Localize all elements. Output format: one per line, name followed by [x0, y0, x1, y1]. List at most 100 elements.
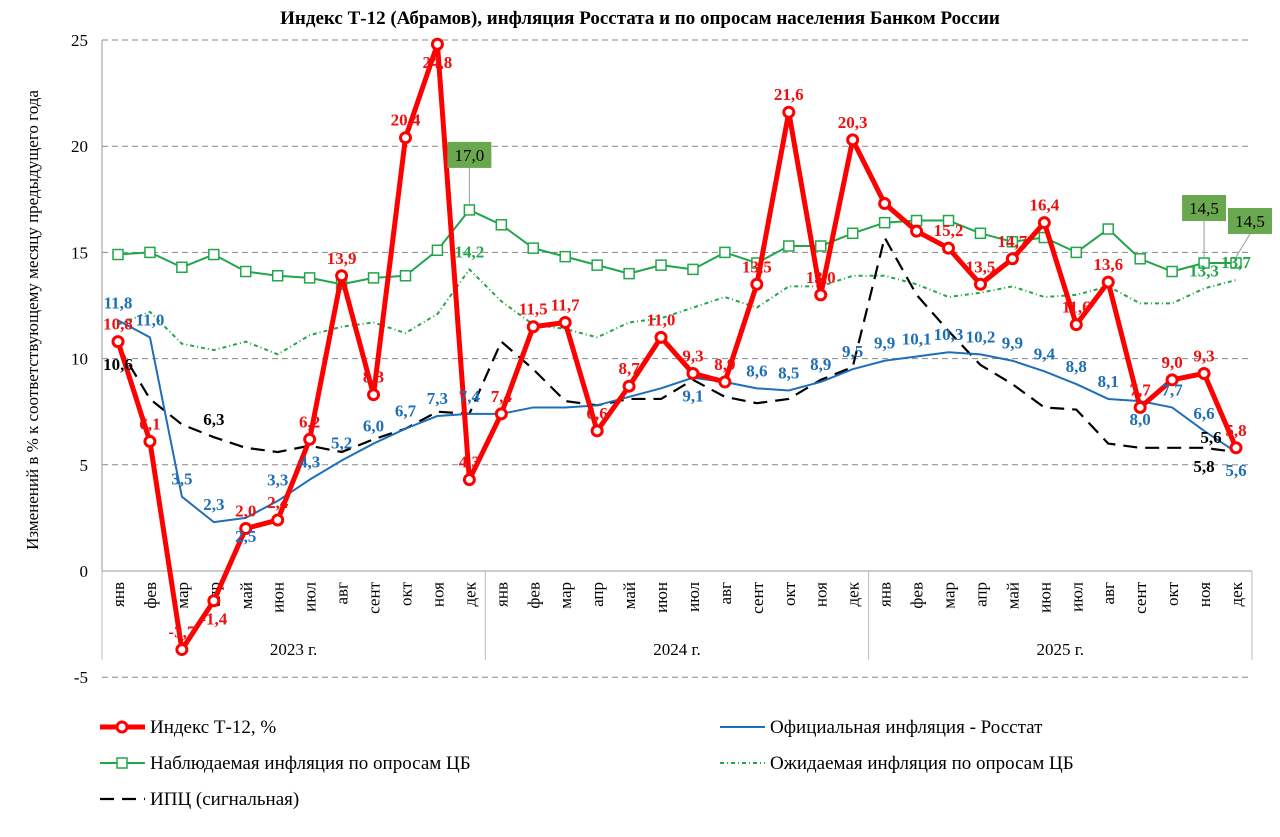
data-label: 10,3: [934, 325, 964, 344]
data-point: [846, 227, 859, 240]
x-tick-label: фев: [141, 582, 160, 609]
data-point: [974, 227, 987, 240]
data-point: [783, 240, 795, 252]
x-tick-label: фев: [908, 582, 927, 609]
y-tick-label: 0: [80, 562, 89, 581]
data-label: 6,0: [363, 417, 384, 436]
x-tick-label: июл: [301, 581, 320, 611]
data-label: 4,3: [459, 453, 480, 472]
x-tick-label: июн: [652, 582, 671, 613]
x-tick-label: авг: [333, 582, 352, 605]
data-label: 10,1: [902, 329, 932, 348]
data-point: [367, 272, 380, 284]
data-label: 6,6: [587, 404, 608, 423]
data-point: [430, 37, 444, 51]
data-point: [878, 197, 892, 211]
x-tick-label: мар: [940, 582, 959, 609]
data-label: 8,1: [1098, 372, 1119, 391]
data-label: 5,6: [1225, 461, 1246, 480]
data-label: 14,5: [1189, 199, 1219, 218]
data-label: 7,3: [427, 389, 448, 408]
y-tick-label: 10: [71, 350, 88, 369]
data-point: [1102, 223, 1114, 235]
data-label: 3,3: [267, 470, 288, 489]
data-label: 4,3: [299, 453, 320, 472]
x-tick-label: дек: [460, 581, 479, 606]
data-point: [399, 270, 412, 282]
x-tick-label: янв: [876, 582, 895, 607]
x-tick-label: сент: [1131, 581, 1150, 613]
y-tick-label: 5: [80, 456, 89, 475]
data-point: [814, 288, 828, 302]
data-label: 9,3: [1193, 346, 1214, 365]
data-label: 20,4: [391, 111, 421, 130]
data-point: [1165, 373, 1179, 387]
data-label: 8,9: [810, 355, 831, 374]
y-tick-label: 15: [71, 243, 88, 262]
data-label: 10,8: [103, 315, 133, 334]
series-line: [117, 236, 1237, 454]
x-tick-label: авг: [1099, 582, 1118, 605]
data-label: 6,6: [1193, 404, 1214, 423]
data-point: [335, 269, 349, 283]
data-label: 17,0: [454, 146, 484, 165]
x-tick-label: июл: [684, 581, 703, 611]
data-label: 9,3: [682, 346, 703, 365]
leader-line: [1235, 233, 1251, 258]
data-point: [718, 375, 732, 389]
data-point: [1069, 318, 1083, 332]
data-label: 6,1: [139, 414, 160, 433]
data-point: [1037, 216, 1051, 230]
data-label: 11,7: [551, 295, 580, 314]
data-point: [559, 250, 571, 263]
data-point: [1006, 236, 1019, 248]
data-label: -3,7: [168, 623, 195, 642]
x-tick-label: сент: [365, 581, 384, 613]
data-label: 16,4: [1029, 196, 1059, 215]
data-point: [558, 315, 572, 329]
data-label: 8,0: [1130, 410, 1151, 429]
x-tick-label: апр: [588, 582, 607, 607]
data-label: 14,2: [454, 242, 484, 261]
data-label: 14,7: [998, 232, 1028, 251]
data-label: 8,8: [1066, 357, 1087, 376]
data-label: 9,1: [682, 387, 703, 406]
data-point: [1230, 257, 1242, 269]
data-label: 13,9: [327, 249, 357, 268]
data-point: [271, 513, 285, 527]
x-tick-label: окт: [396, 581, 415, 606]
data-label: 7,7: [1161, 380, 1183, 399]
data-label-box: [1182, 195, 1227, 222]
x-tick-label: дек: [1227, 581, 1246, 606]
data-point: [591, 259, 603, 271]
data-point: [686, 366, 700, 380]
data-label: 9,9: [874, 334, 895, 353]
data-label: 7,4: [491, 387, 513, 406]
data-label: 8,6: [746, 361, 767, 380]
data-label-box: [1228, 208, 1272, 235]
series-line: [117, 319, 1237, 524]
data-point: [463, 204, 476, 216]
x-tick-label: ноя: [1195, 582, 1214, 607]
data-label: 9,0: [1161, 353, 1182, 372]
data-label: 7,7: [1130, 380, 1152, 399]
y-axis-label: Изменений в % к соответствующему месяцу …: [23, 90, 42, 550]
data-point: [527, 242, 540, 254]
data-point: [654, 330, 668, 344]
data-point: [495, 219, 508, 231]
year-label: 2023 г.: [270, 640, 318, 659]
data-label: 13,5: [742, 257, 772, 276]
data-point: [494, 407, 508, 421]
data-label: 14,5: [1235, 212, 1265, 231]
x-tick-label: мар: [556, 582, 575, 609]
data-label: 5,6: [1200, 428, 1221, 447]
data-point: [1005, 252, 1019, 266]
data-point: [1101, 275, 1115, 289]
y-tick-label: 25: [71, 31, 88, 50]
legend-label: ИПЦ (сигнальная): [150, 789, 299, 810]
data-point: [910, 224, 924, 238]
data-label: 8,5: [778, 363, 799, 382]
y-tick-label: -5: [74, 668, 88, 687]
x-tick-label: июн: [1035, 582, 1054, 613]
